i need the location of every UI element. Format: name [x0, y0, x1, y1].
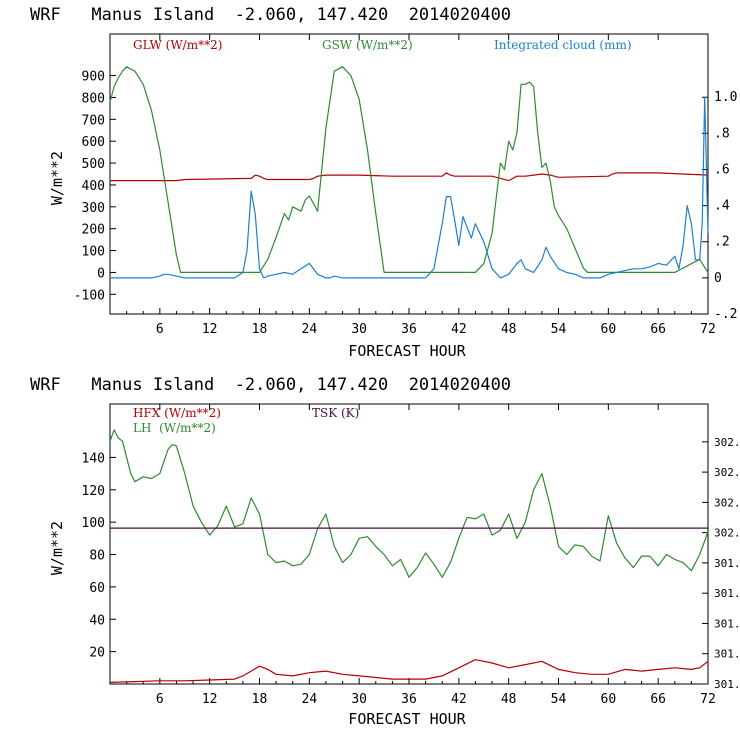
- y-tick-label: 60: [89, 581, 105, 596]
- x-tick-label: 42: [451, 692, 467, 707]
- chart-top: WRF Manus Island -2.060, 147.420 2014020…: [30, 5, 737, 360]
- x-tick-label: 66: [650, 322, 666, 337]
- x-tick-label: 24: [302, 322, 318, 337]
- series-line-gsw: [109, 66, 709, 273]
- series-line-lh: [109, 429, 709, 578]
- chart-bottom-ticks: 6 12 18 24 30 36 42 48 54 60 66 72 140 120 100 80 60 40 20…: [82, 404, 740, 707]
- chart-bottom-legend: HFX (W/m**2) LH (W/m**2) TSK (K): [133, 406, 359, 435]
- y-tick-label: 0: [97, 266, 105, 281]
- y-right-tick-label: 302.2: [714, 496, 740, 509]
- y-right-tick-label: .6: [714, 162, 730, 177]
- y-tick-label: 900: [82, 70, 105, 85]
- x-tick-label: 36: [401, 692, 417, 707]
- y-right-tick-label: .2: [714, 235, 730, 250]
- x-tick-label: 30: [351, 322, 367, 337]
- chart-top-ticks: 6 12 18 24 30 36 42 48 54 60 66 72 900 800 700 600 500 40…: [74, 34, 737, 337]
- chart-top-title: WRF Manus Island -2.060, 147.420 2014020…: [30, 5, 511, 25]
- y-tick-label: 140: [82, 451, 105, 466]
- x-tick-label: 12: [202, 322, 218, 337]
- x-tick-label: 18: [252, 322, 268, 337]
- y-right-tick-label: 302.4: [714, 466, 740, 479]
- chart-bottom-series: [109, 429, 709, 683]
- y-tick-label: 40: [89, 613, 105, 628]
- y-tick-label: 400: [82, 179, 105, 194]
- x-tick-label: 12: [202, 692, 218, 707]
- series-line-glw: [110, 172, 709, 182]
- x-tick-label: 48: [501, 322, 517, 337]
- chart-bottom-ylabel: W/m**2: [48, 521, 66, 575]
- y-right-tick-label: 301.4: [714, 617, 740, 630]
- x-tick-label: 66: [650, 692, 666, 707]
- chart-top-ylabel: W/m**2: [48, 151, 66, 205]
- series-line-integrated: [110, 96, 709, 279]
- y-right-tick-label: 302.6: [714, 436, 740, 449]
- x-tick-label: 6: [156, 322, 164, 337]
- x-tick-label: 60: [601, 692, 617, 707]
- chart-bottom-title: WRF Manus Island -2.060, 147.420 2014020…: [30, 375, 511, 395]
- legend-entry-lh: LH (W/m**2): [133, 421, 216, 435]
- chart-bottom: WRF Manus Island -2.060, 147.420 2014020…: [30, 375, 740, 728]
- y-right-tick-label: .4: [714, 199, 730, 214]
- x-tick-label: 24: [302, 692, 318, 707]
- x-tick-label: 42: [451, 322, 467, 337]
- chart-bottom-xlabel: FORECAST HOUR: [348, 710, 466, 728]
- legend-entry-integrated-cloud: Integrated cloud (mm): [494, 38, 632, 52]
- y-right-tick-label: 302.0: [714, 527, 740, 540]
- y-right-tick-label: 301.8: [714, 557, 740, 570]
- chart-top-xlabel: FORECAST HOUR: [348, 342, 466, 360]
- legend-entry-gsw: GSW (W/m**2): [322, 38, 413, 52]
- chart-top-legend: GLW (W/m**2) GSW (W/m**2) Integrated clo…: [133, 38, 632, 52]
- chart-bottom-plot-frame: [109, 403, 709, 685]
- y-tick-label: 80: [89, 549, 105, 564]
- y-tick-label: 800: [82, 91, 105, 106]
- y-tick-label: 100: [82, 245, 105, 260]
- x-tick-label: 48: [501, 692, 517, 707]
- y-right-tick-label: -.2: [714, 307, 737, 322]
- x-tick-label: 18: [252, 692, 268, 707]
- y-tick-label: -100: [74, 288, 105, 303]
- y-right-tick-label: 301.0: [714, 678, 740, 691]
- y-right-tick-label: 0: [714, 271, 722, 286]
- legend-entry-glw: GLW (W/m**2): [133, 38, 222, 52]
- y-tick-label: 120: [82, 484, 105, 499]
- y-tick-label: 700: [82, 113, 105, 128]
- legend-entry-hfx: HFX (W/m**2): [133, 406, 221, 420]
- x-tick-label: 60: [601, 322, 617, 337]
- y-tick-label: 20: [89, 646, 105, 661]
- x-tick-label: 36: [401, 322, 417, 337]
- y-right-tick-label: 301.6: [714, 587, 740, 600]
- x-tick-label: 54: [551, 322, 567, 337]
- y-right-tick-label: .8: [714, 126, 730, 141]
- y-tick-label: 300: [82, 201, 105, 216]
- x-tick-label: 30: [351, 692, 367, 707]
- x-tick-label: 6: [156, 692, 164, 707]
- legend-entry-tsk: TSK (K): [312, 406, 359, 420]
- y-right-tick-label: 301.2: [714, 648, 740, 661]
- x-tick-label: 72: [700, 322, 716, 337]
- series-line-hfx: [109, 659, 709, 683]
- y-tick-label: 100: [82, 516, 105, 531]
- y-tick-label: 600: [82, 135, 105, 150]
- x-tick-label: 54: [551, 692, 567, 707]
- y-tick-label: 200: [82, 223, 105, 238]
- x-tick-label: 72: [700, 692, 716, 707]
- chart-top-series: [109, 66, 709, 279]
- y-tick-label: 500: [82, 157, 105, 172]
- y-right-tick-label: 1.0: [714, 90, 737, 105]
